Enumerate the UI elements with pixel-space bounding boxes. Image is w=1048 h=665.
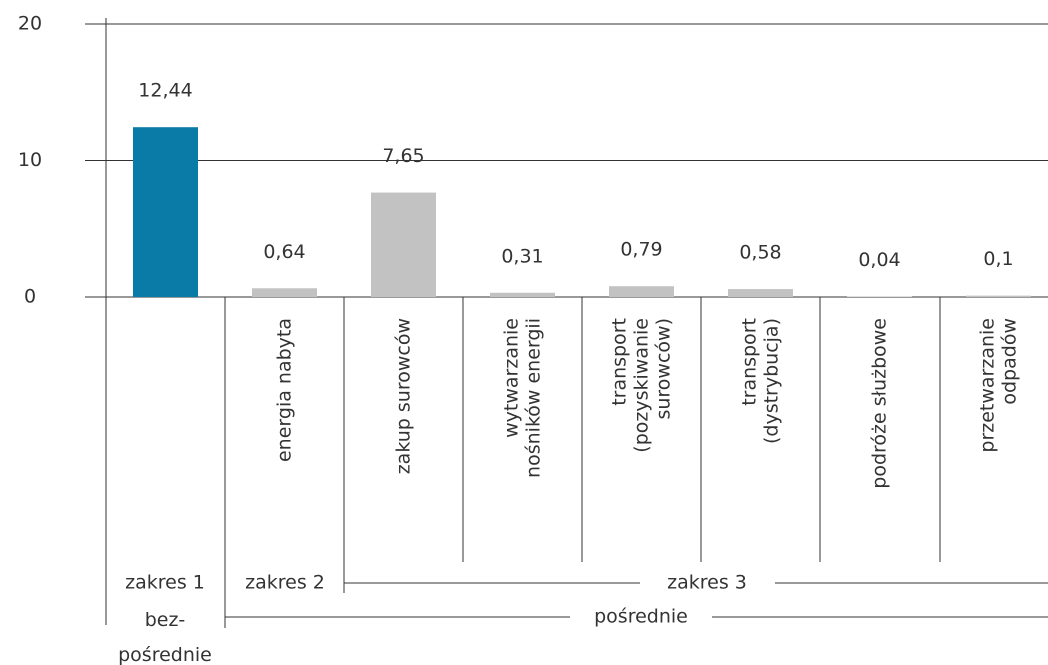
- x-tick-label: transport(pozyskiwaniesurowców): [608, 318, 674, 453]
- value-label: 0,79: [620, 239, 662, 261]
- scope-label: zakres 1: [125, 572, 205, 594]
- bar: [609, 286, 674, 297]
- bar: [371, 192, 436, 297]
- x-tick-label: transport(dystrybucja): [738, 318, 782, 444]
- x-tick-label: zakup surowców: [392, 318, 414, 474]
- value-label: 0,1: [983, 248, 1013, 270]
- bar: [847, 296, 912, 297]
- y-tick-label: 20: [18, 13, 42, 35]
- x-tick-label: wytwarzanienośników energii: [500, 318, 544, 478]
- value-label: 0,31: [501, 245, 543, 267]
- x-tick-label: podróże służbowe: [868, 318, 890, 489]
- bar: [133, 127, 198, 297]
- y-tick-label: 10: [18, 149, 42, 171]
- value-label: 0,64: [263, 241, 305, 263]
- kind-label: pośrednie: [594, 606, 688, 628]
- scope-label: zakres 3: [667, 572, 747, 594]
- value-label: 0,58: [739, 242, 781, 264]
- bar: [728, 289, 793, 297]
- value-label: 0,04: [858, 249, 900, 271]
- bar: [490, 292, 555, 297]
- bar: [252, 288, 317, 297]
- kind-label: bez-pośrednie: [118, 609, 212, 665]
- y-tick-label: 0: [24, 286, 36, 308]
- x-tick-label: energia nabyta: [273, 318, 295, 462]
- x-tick-label: przetwarzanieodpadów: [976, 318, 1020, 453]
- bar: [966, 295, 1031, 297]
- scope-label: zakres 2: [245, 572, 325, 594]
- value-label: 7,65: [382, 145, 424, 167]
- value-label: 12,44: [138, 80, 192, 102]
